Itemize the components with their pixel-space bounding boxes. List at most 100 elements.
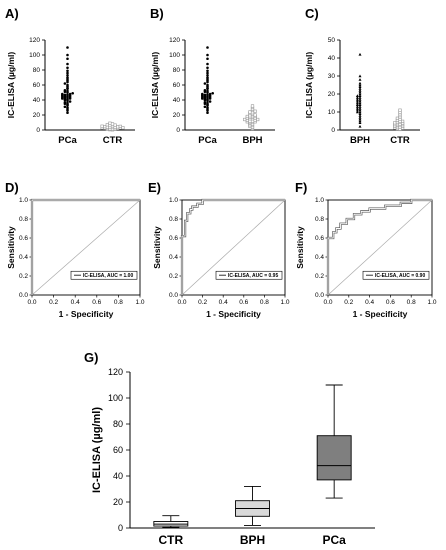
box-bph: [235, 485, 270, 526]
data-point: [355, 101, 359, 105]
data-point: [358, 121, 362, 124]
y-tick-label: 40: [328, 55, 336, 62]
y-tick-label: 60: [113, 445, 123, 455]
data-point: [355, 108, 359, 112]
legend-entry: IC-ELISA, AUC = 0.95: [228, 273, 278, 279]
data-point: [393, 121, 397, 125]
y-tick-label: 1.0: [169, 197, 178, 204]
panel-c: C) 0 10 20 30 40 50 IC-ELISA (µg/ml) BPH CTR: [304, 6, 420, 146]
data-point: [108, 121, 112, 125]
data-point: [358, 81, 362, 85]
category-label: PCa: [322, 533, 346, 547]
panel-f: F) 0.00.0 0.2 0.2 0.4 0.4 0.6 0.6 0.8 0.8 1.0 1.0 1 …: [295, 180, 437, 319]
data-point: [358, 52, 362, 56]
legend-box: [70, 270, 138, 280]
data-point: [358, 110, 362, 114]
panel-label: G): [84, 350, 98, 365]
y-tick-label: 0.6: [315, 235, 324, 242]
y-tick-label: 60: [33, 82, 41, 89]
category-label: PCa: [198, 135, 217, 146]
data-point: [358, 108, 362, 112]
data-point: [243, 117, 247, 122]
data-point: [68, 100, 72, 103]
y-tick-label: 0.6: [19, 235, 28, 242]
data-point: [358, 115, 362, 119]
y-tick-label: 40: [113, 471, 123, 481]
data-point: [253, 109, 257, 113]
data-point: [253, 113, 257, 117]
y-tick-label: 50: [328, 37, 336, 44]
y-tick-label: 100: [169, 52, 180, 59]
data-point: [116, 125, 120, 129]
x-tick-label: 0.6: [386, 299, 395, 306]
y-axis-label: IC-ELISA (µg/ml): [91, 407, 103, 493]
x-tick-label: 0.8: [114, 299, 123, 306]
y-axis-label: IC-ELISA (µg/ml): [150, 52, 160, 119]
data-point: [66, 83, 69, 87]
data-point: [400, 119, 405, 123]
y-tick-label: 100: [29, 52, 40, 59]
data-point: [358, 85, 362, 88]
data-point: [206, 106, 209, 109]
x-tick-label: 0.4: [219, 299, 228, 306]
y-tick-label: 0: [36, 127, 40, 134]
iqr-box: [316, 435, 352, 481]
panel-label: B): [150, 6, 164, 21]
y-tick-label: 80: [33, 67, 41, 74]
data-point: [358, 94, 362, 97]
box-ctr: [153, 515, 189, 528]
y-tick-label: 40: [173, 97, 181, 104]
data-point: [355, 110, 359, 114]
x-tick-label: 0.2: [198, 299, 207, 306]
panel-label: F): [295, 180, 307, 195]
data-point: [358, 87, 362, 90]
data-point: [110, 122, 115, 126]
y-tick-label: 0.2: [19, 273, 28, 280]
data-point: [358, 117, 362, 121]
data-point: [395, 116, 400, 120]
x-axis-label: 1 - Specificity: [206, 309, 261, 319]
y-tick-label: 20: [113, 497, 123, 507]
x-tick-label: 0.4: [365, 299, 374, 306]
data-point: [66, 46, 69, 49]
panel-label: C): [305, 6, 319, 21]
data-point: [71, 91, 74, 95]
x-tick-label: 0.8: [260, 299, 269, 306]
data-point: [355, 103, 359, 106]
y-tick-label: 0.0: [19, 292, 28, 299]
data-point: [355, 105, 359, 108]
data-point: [103, 125, 107, 129]
y-tick-label: 10: [328, 109, 336, 116]
reference-diagonal: [327, 199, 433, 296]
y-axis-label: Sensitivity: [6, 226, 16, 269]
data-point: [211, 91, 214, 95]
data-point: [206, 89, 209, 93]
y-tick-label: 30: [328, 73, 336, 80]
box-pca: [316, 384, 352, 499]
category-label: CTR: [158, 533, 183, 547]
data-point: [66, 62, 69, 66]
x-axis-label: 1 - Specificity: [353, 309, 408, 319]
data-point: [206, 93, 209, 97]
data-point: [206, 76, 209, 79]
data-point: [66, 93, 69, 97]
y-tick-label: 0.0: [169, 292, 178, 299]
panel-a: A) 0 20 40 60 80 100 120 IC-ELISA (µg/ml) PCa CTR: [5, 6, 135, 146]
y-tick-label: 0.8: [169, 216, 178, 223]
x-tick-label: 1.0: [280, 299, 289, 306]
y-tick-label: 0.4: [19, 254, 28, 261]
y-tick-label: 120: [108, 367, 123, 377]
data-point: [203, 100, 207, 104]
legend-entry: IC-ELISA, AUC = 1.00: [83, 273, 133, 279]
data-point: [206, 71, 209, 75]
roc-curve: [327, 199, 432, 295]
reference-diagonal: [31, 199, 141, 296]
panel-d: D) 0.00.0 0.2 0.2 0.4 0.4 0.6 0.6 0.8 0.8 1.0 1.0 1 …: [5, 180, 145, 319]
data-point: [63, 100, 67, 104]
data-point: [68, 92, 72, 96]
x-tick-label: 0.6: [92, 299, 101, 306]
data-point: [206, 62, 209, 66]
data-point: [206, 66, 209, 70]
data-point: [206, 73, 209, 77]
